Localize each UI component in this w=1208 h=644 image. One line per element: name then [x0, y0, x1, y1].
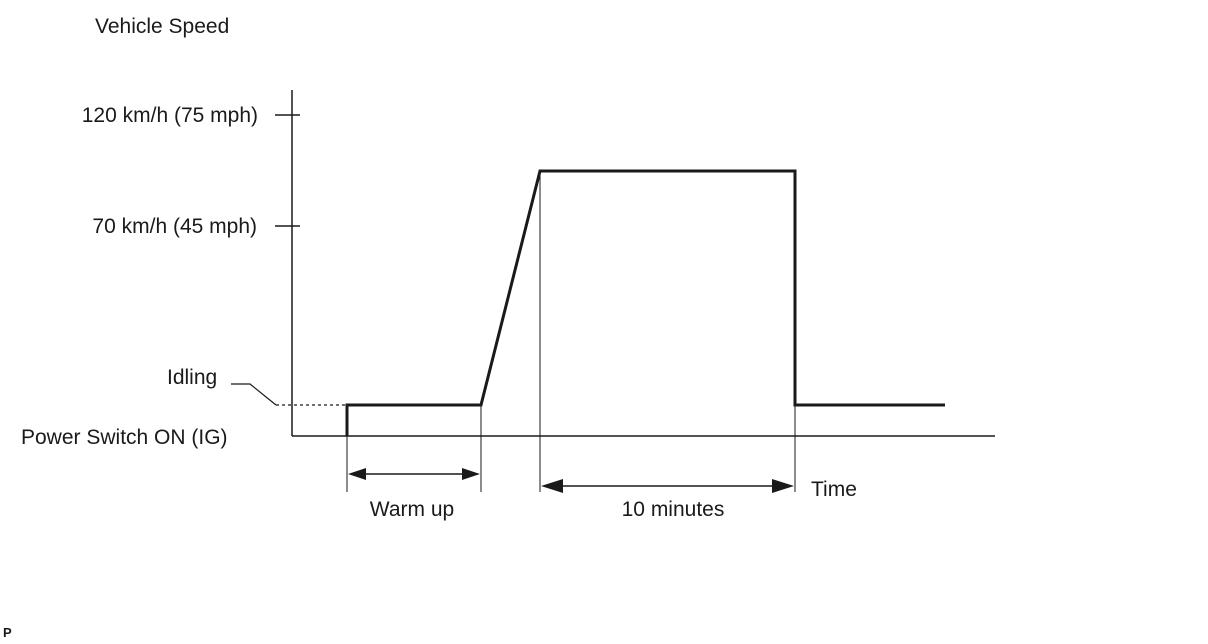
idling-leader-line [231, 383, 277, 406]
x-axis-title: Time [811, 478, 857, 501]
label-warm-up: Warm up [370, 498, 454, 521]
label-10-minutes: 10 minutes [622, 498, 725, 521]
label-power-switch-on: Power Switch ON (IG) [21, 426, 228, 449]
label-120kmh: 120 km/h (75 mph) [82, 104, 258, 127]
speed-profile-line [345, 169, 945, 436]
y-axis-title: Vehicle Speed [95, 15, 229, 38]
label-idling: Idling [167, 366, 217, 389]
footer-mark: P [3, 625, 12, 640]
label-70kmh: 70 km/h (45 mph) [92, 215, 257, 238]
cruise-dimension-arrow [541, 479, 794, 493]
warmup-dimension-arrow [348, 468, 480, 480]
